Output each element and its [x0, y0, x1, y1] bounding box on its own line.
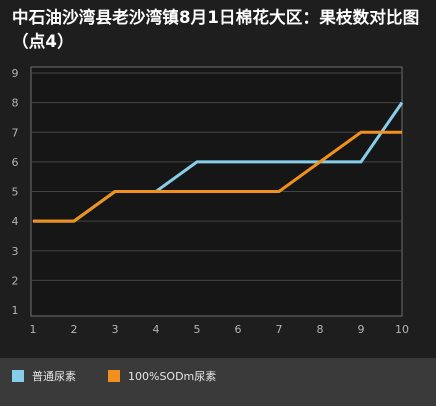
y-tick-label: 9: [12, 67, 19, 80]
x-tick-label: 8: [317, 323, 324, 336]
y-tick-label: 8: [12, 97, 19, 110]
series-line-2[interactable]: [33, 130, 402, 223]
x-tick-label: 5: [194, 323, 201, 336]
y-tick-label: 4: [12, 215, 19, 228]
y-tick-label: 5: [12, 186, 19, 199]
line-chart: 1 2 3 4 5 6 7 8 9 1 2 3 4 5 6 7 8 9 10: [12, 66, 410, 336]
y-axis-labels: 1 2 3 4 5 6 7 8 9: [12, 67, 19, 317]
y-tick-label: 6: [12, 156, 19, 169]
x-tick-label: 1: [30, 323, 37, 336]
chart-title: 中石油沙湾县老沙湾镇8月1日棉花大区：果枝数对比图（点4）: [12, 8, 420, 51]
x-tick-label: 10: [395, 323, 409, 336]
legend-item-series-2[interactable]: 100%SODm尿素: [108, 370, 217, 383]
x-tick-label: 2: [71, 323, 78, 336]
legend-swatch-series-2: [108, 370, 120, 382]
legend-label-series-1: 普通尿素: [32, 370, 76, 383]
legend-label-series-2: 100%SODm尿素: [128, 370, 217, 383]
y-tick-label: 3: [12, 245, 19, 258]
legend: 普通尿素 100%SODm尿素: [0, 358, 436, 406]
x-tick-label: 9: [358, 323, 365, 336]
x-axis-labels: 1 2 3 4 5 6 7 8 9 10: [30, 323, 410, 336]
x-tick-label: 6: [235, 323, 242, 336]
series-lines: [33, 101, 404, 223]
x-tick-label: 7: [276, 323, 283, 336]
y-tick-label: 2: [12, 274, 19, 287]
legend-swatch-series-1: [12, 370, 24, 382]
x-tick-label: 3: [112, 323, 119, 336]
y-tick-label: 7: [12, 126, 19, 139]
legend-item-series-1[interactable]: 普通尿素: [12, 370, 76, 383]
x-tick-label: 4: [153, 323, 160, 336]
y-tick-label: 1: [12, 304, 19, 317]
